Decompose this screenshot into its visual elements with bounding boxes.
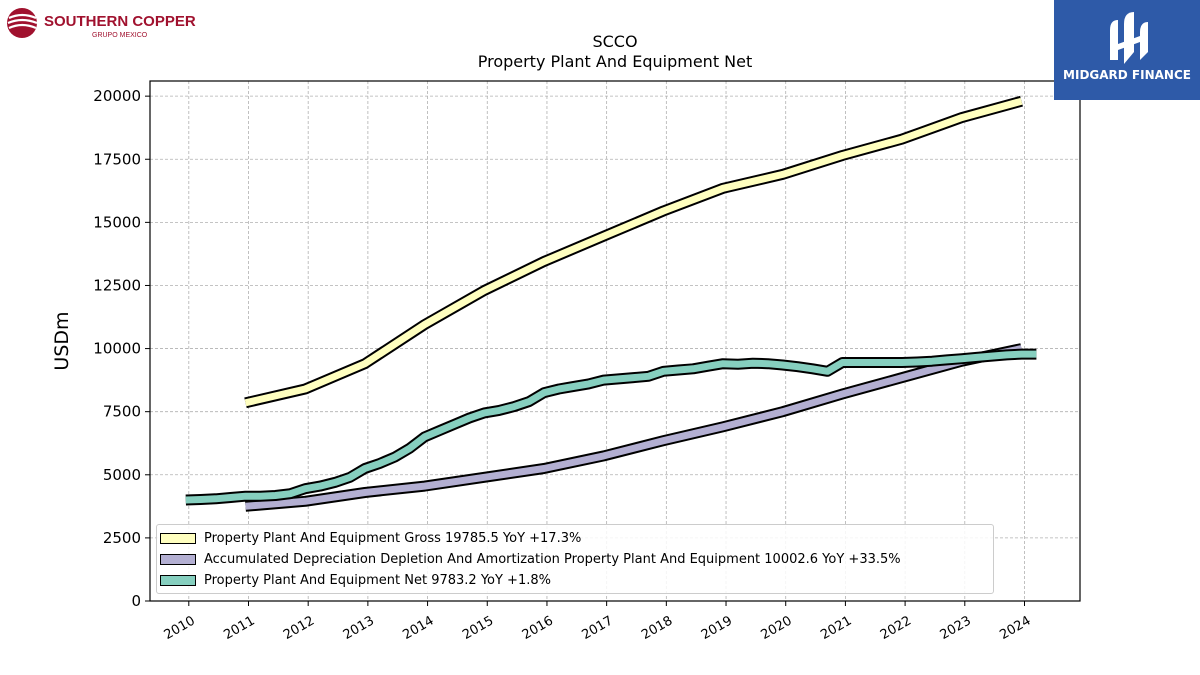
y-tick-label: 0 (131, 592, 141, 610)
y-tick-label: 12500 (93, 276, 141, 294)
legend-swatch-depreciation (160, 553, 196, 565)
grid-lines (150, 81, 1080, 602)
x-tick-label: 2019 (699, 613, 735, 643)
chart-subtitle: Property Plant And Equipment Net (477, 52, 753, 71)
legend-entry-gross: Property Plant And Equipment Gross 19785… (157, 528, 581, 548)
midgard-emblem-icon (1110, 12, 1148, 64)
chart-title: SCCO (592, 32, 638, 51)
legend-label-depreciation: Accumulated Depreciation Depletion And A… (204, 551, 901, 567)
southern-copper-logo: SOUTHERN COPPER GRUPO MEXICO (6, 6, 196, 46)
series-line-net (185, 350, 1037, 504)
legend-label-gross: Property Plant And Equipment Gross 19785… (204, 530, 582, 546)
y-tick-label: 20000 (93, 87, 141, 105)
plot-frame (149, 80, 1081, 602)
y-tick-label: 2500 (103, 529, 141, 547)
series-line-depreciation (245, 345, 1023, 510)
x-tick-label: 2013 (341, 613, 377, 643)
southern-copper-emblem-icon (7, 8, 38, 38)
y-tick-label: 17500 (93, 150, 141, 168)
x-axis-ticks: 2010 2011 2012 2013 2014 2015 2016 2017 2018 2019… (162, 601, 1033, 643)
x-tick-label: 2010 (162, 613, 198, 643)
legend-entry-depreciation: Accumulated Depreciation Depletion And A… (157, 549, 901, 569)
x-tick-label: 2024 (997, 613, 1033, 643)
legend-swatch-net (160, 574, 196, 586)
x-tick-label: 2017 (579, 613, 615, 643)
x-tick-label: 2020 (759, 613, 795, 643)
southern-copper-name: SOUTHERN COPPER (44, 13, 196, 30)
x-tick-label: 2018 (639, 613, 675, 643)
y-axis-ticks: 0 2500 5000 7500 10000 12500 15000 17500 20000 (93, 87, 150, 610)
x-tick-label: 2015 (460, 613, 496, 643)
x-tick-label: 2014 (400, 613, 436, 643)
x-tick-label: 2012 (281, 613, 317, 643)
x-tick-label: 2021 (818, 613, 854, 643)
legend-entry-net: Property Plant And Equipment Net 9783.2 … (157, 570, 551, 590)
y-axis-label: USDm (51, 311, 73, 370)
grupo-mexico-name: GRUPO MEXICO (92, 32, 148, 39)
x-tick-label: 2011 (221, 613, 257, 643)
x-tick-label: 2016 (520, 613, 556, 643)
x-tick-label: 2022 (878, 613, 914, 643)
midgard-finance-logo: MIDGARD FINANCE (1054, 0, 1200, 100)
midgard-finance-name: MIDGARD FINANCE (1063, 68, 1191, 82)
legend-swatch-gross (160, 532, 196, 544)
series-layer (185, 95, 1037, 512)
y-tick-label: 10000 (93, 340, 141, 358)
y-tick-label: 5000 (103, 466, 141, 484)
y-tick-label: 15000 (93, 213, 141, 231)
legend-label-net: Property Plant And Equipment Net 9783.2 … (204, 572, 551, 588)
series-line-gross (244, 97, 1023, 407)
chart-legend: Property Plant And Equipment Gross 19785… (156, 524, 994, 594)
y-tick-label: 7500 (103, 403, 141, 421)
x-tick-label: 2023 (938, 613, 974, 643)
